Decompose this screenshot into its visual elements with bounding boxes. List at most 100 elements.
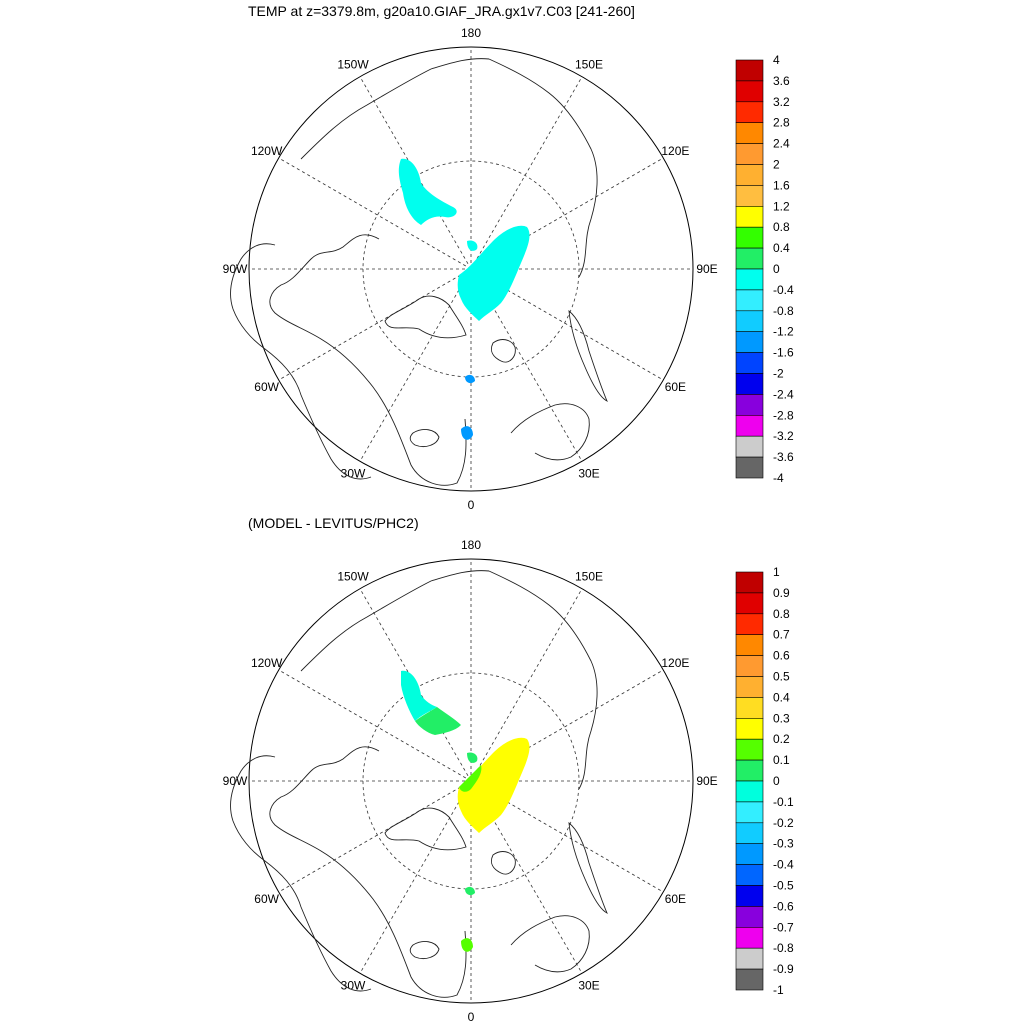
colorbar-tick-label: -0.7: [773, 920, 794, 934]
longitude-label: 90E: [696, 262, 717, 276]
colorbar-swatch: [735, 289, 764, 312]
colorbar-swatch: [735, 697, 764, 719]
coastline: [568, 309, 608, 402]
coastline: [488, 58, 598, 278]
colorbar-tick-label: -3.6: [773, 450, 794, 464]
panel-title: TEMP at z=3379.8m, g20a10.GIAF_JRA.gx1v7…: [248, 3, 635, 19]
coastline: [409, 941, 440, 960]
colorbar-swatch: [735, 759, 764, 782]
colorbar-swatch: [735, 634, 764, 656]
temperature-patch: [461, 426, 473, 440]
colorbar-swatch: [735, 414, 764, 437]
coastline: [384, 807, 467, 851]
meridian-line: [359, 268, 472, 462]
colorbar-swatch: [735, 456, 764, 479]
map-boundary: [248, 46, 694, 492]
colorbar-tick-label: -0.6: [773, 899, 794, 913]
difference-patch: [459, 765, 482, 792]
colorbar-tick-label: 3.2: [773, 95, 790, 109]
longitude-label: 120E: [661, 144, 689, 158]
colorbar-swatch: [735, 331, 764, 353]
colorbar-swatch: [735, 676, 764, 698]
temperature-patch: [398, 158, 457, 225]
colorbar-tick-label: 1.6: [773, 178, 790, 192]
colorbar-swatch: [735, 143, 764, 165]
longitude-label: 0: [468, 498, 475, 512]
colorbar-swatch: [735, 592, 764, 615]
map-boundary: [248, 558, 694, 1004]
colorbar-swatch: [735, 310, 764, 332]
temperature-patch: [457, 225, 530, 321]
colorbar-tick-label: -0.3: [773, 837, 794, 851]
colorbar-tick-label: -1.6: [773, 346, 794, 360]
polar-map-panel-temperature: 180 150E 120E 90E 60E 30E 0 30W 60W 90W 120W 150W 4 3…: [223, 26, 794, 512]
colorbar-tick-label: 0: [773, 262, 780, 276]
longitude-label: 0: [468, 1010, 475, 1024]
colorbar-tick-label: 2.8: [773, 116, 790, 130]
colorbar-swatch: [735, 718, 764, 740]
coastline: [490, 851, 516, 875]
meridian-line: [278, 669, 472, 782]
longitude-label: 150E: [575, 58, 603, 72]
colorbar-tick-label: -0.8: [773, 941, 794, 955]
colorbar-tick-label: -4: [773, 471, 784, 485]
coastline: [269, 746, 467, 998]
colorbar-tick-label: -2: [773, 367, 784, 381]
colorbar-tick-label: 1.2: [773, 199, 790, 213]
panel-title: (MODEL - LEVITUS/PHC2): [248, 515, 419, 531]
coastline: [409, 429, 440, 448]
colorbar-swatch: [735, 394, 764, 416]
colorbar-tick-label: -0.4: [773, 283, 794, 297]
colorbar-swatch: [735, 968, 764, 991]
temperature-patch: [465, 374, 475, 384]
colorbar-swatch: [735, 122, 764, 144]
colorbar-swatch: [735, 101, 764, 124]
longitude-label: 60E: [665, 380, 686, 394]
coastline: [510, 915, 590, 973]
coastlines: [230, 570, 608, 998]
longitude-label: 30W: [341, 466, 366, 480]
longitude-label: 180: [461, 538, 481, 552]
difference-patch: [415, 707, 461, 735]
difference-patch: [465, 886, 475, 896]
difference-patch: [457, 737, 530, 833]
colorbar-tick-label: -0.8: [773, 304, 794, 318]
longitude-label: 90W: [223, 262, 248, 276]
colorbar-tick-label: -0.1: [773, 795, 794, 809]
colorbar-swatch: [735, 822, 764, 844]
longitude-label: 120W: [251, 144, 283, 158]
colorbar-swatch: [735, 80, 764, 103]
colorbar-tick-label: -0.9: [773, 962, 794, 976]
coastline: [568, 821, 608, 914]
longitude-label: 30E: [578, 466, 599, 480]
longitude-label: 30W: [341, 978, 366, 992]
map-frame: 180 150E 120E 90E 60E 30E 0 30W 60W 90W 120W 150W: [223, 26, 718, 512]
colorbar-swatch: [735, 906, 764, 928]
longitude-label: 180: [461, 26, 481, 40]
colorbar-swatch: [735, 655, 764, 677]
colorbar-tick-label: 0.8: [773, 220, 790, 234]
longitude-label: 60W: [254, 380, 279, 394]
colorbar-tick-label: 0.8: [773, 607, 790, 621]
longitude-label: 90E: [696, 774, 717, 788]
colorbar-swatch: [735, 373, 764, 395]
longitude-label: 120E: [661, 656, 689, 670]
colorbar-tick-label: 3.6: [773, 74, 790, 88]
longitude-label: 150W: [337, 570, 369, 584]
longitude-label: 90W: [223, 774, 248, 788]
colorbar: 4 3.6 3.2 2.8 2.4 2 1.6 1.2 0.8 0.4 0 -0.4 -0.8 -1.2 -…: [735, 53, 794, 485]
colorbar-tick-label: -3.2: [773, 429, 794, 443]
meridian-line: [470, 76, 583, 270]
coastline: [230, 755, 372, 992]
colorbar-swatch: [735, 864, 764, 886]
colorbar-tick-label: 1: [773, 565, 780, 579]
colorbar-swatch: [735, 206, 764, 228]
difference-patch: [461, 938, 473, 952]
colorbar: 1 0.9 0.8 0.7 0.6 0.5 0.4 0.3 0.2 0.1 0 -0.1 -0.2 -0.…: [735, 565, 794, 997]
difference-patch: [467, 752, 478, 763]
longitude-label: 150E: [575, 570, 603, 584]
coastline: [300, 58, 490, 160]
coastline: [230, 243, 372, 480]
colorbar-tick-label: 0.4: [773, 241, 790, 255]
colorbar-tick-label: 2: [773, 158, 780, 172]
